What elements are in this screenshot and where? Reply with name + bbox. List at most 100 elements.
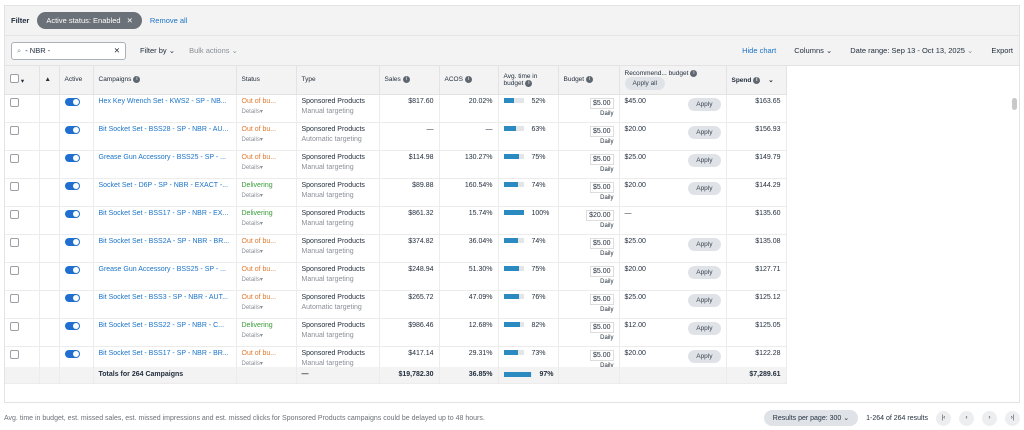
active-toggle[interactable] (64, 237, 80, 246)
row-checkbox[interactable] (10, 181, 19, 191)
header-sales[interactable]: Sales i (379, 66, 440, 95)
header-spend[interactable]: Spend i ⌄ (726, 66, 787, 95)
campaign-link[interactable]: Grease Gun Accessory - BSS25 - SP - ... (98, 265, 226, 273)
budget-input[interactable]: $5.00 (589, 97, 614, 109)
row-select[interactable] (5, 150, 40, 179)
details-dropdown[interactable]: Details▾ (241, 164, 263, 171)
sort-desc-icon[interactable]: ⌄ (768, 76, 774, 84)
search-input[interactable]: ⌕ - NBR - ✕ (11, 41, 126, 60)
filter-by-dropdown[interactable]: Filter by ⌄ (140, 46, 175, 55)
apply-all-button[interactable]: Apply all (624, 76, 666, 90)
row-select[interactable] (5, 122, 40, 151)
budget-input[interactable]: $20.00 (586, 209, 614, 221)
next-page-icon[interactable]: › (982, 410, 997, 426)
row-checkbox[interactable] (10, 209, 19, 219)
campaign-link[interactable]: Hex Key Wrench Set - KWS2 - SP - NB... (98, 97, 227, 105)
search-value[interactable]: - NBR - (25, 46, 51, 55)
bulk-actions-dropdown[interactable]: Bulk actions ⌄ (189, 46, 238, 55)
row-checkbox[interactable] (10, 265, 19, 275)
row-checkbox[interactable] (10, 237, 19, 247)
prev-page-icon[interactable]: ‹ (959, 410, 974, 426)
row-select[interactable] (5, 290, 40, 319)
info-icon[interactable]: i (464, 76, 472, 84)
row-checkbox[interactable] (10, 321, 19, 331)
campaign-link[interactable]: Bit Socket Set - BSS28 - SP - NBR - AU..… (98, 125, 229, 133)
row-select[interactable] (5, 206, 40, 235)
header-active[interactable]: Active (59, 66, 94, 95)
apply-button[interactable]: Apply (688, 125, 721, 139)
apply-button[interactable]: Apply (688, 97, 721, 111)
budget-input[interactable]: $5.00 (589, 181, 614, 193)
select-all-checkbox[interactable] (10, 74, 19, 84)
apply-button[interactable]: Apply (688, 321, 721, 335)
header-recommended[interactable]: Recommend... budget i Apply all (619, 66, 727, 95)
header-acos[interactable]: ACOS i (439, 66, 499, 95)
apply-button[interactable]: Apply (688, 153, 721, 167)
info-icon[interactable]: i (586, 76, 594, 84)
active-toggle[interactable] (64, 209, 80, 218)
info-icon[interactable]: i (753, 76, 761, 84)
apply-button[interactable]: Apply (688, 349, 721, 363)
header-campaigns[interactable]: Campaigns i (93, 66, 237, 95)
info-icon[interactable]: i (133, 76, 141, 84)
header-avg-time[interactable]: Avg. time in budget i (498, 66, 559, 95)
row-select[interactable] (5, 94, 40, 123)
budget-input[interactable]: $5.00 (589, 237, 614, 249)
info-icon[interactable]: i (402, 76, 410, 84)
campaign-link[interactable]: Socket Set - D6P - SP - NBR - EXACT -... (98, 181, 229, 189)
campaign-link[interactable]: Bit Socket Set - BSS17 - SP - NBR - EX..… (98, 209, 229, 217)
details-dropdown[interactable]: Details▾ (241, 220, 263, 227)
apply-button[interactable]: Apply (688, 237, 721, 251)
budget-input[interactable]: $5.00 (589, 321, 614, 333)
details-dropdown[interactable]: Details▾ (241, 332, 263, 339)
budget-input[interactable]: $5.00 (589, 349, 614, 361)
date-range-dropdown[interactable]: Date range: Sep 13 - Oct 13, 2025 ⌄ (850, 46, 973, 55)
close-icon[interactable]: ✕ (126, 16, 133, 25)
details-dropdown[interactable]: Details▾ (241, 360, 263, 367)
campaign-link[interactable]: Bit Socket Set - BSS22 - SP - NBR - C... (98, 321, 225, 329)
active-toggle-cell[interactable] (59, 262, 94, 291)
scrollbar[interactable] (1012, 98, 1017, 110)
info-icon[interactable]: i (690, 69, 698, 77)
clear-icon[interactable]: ✕ (113, 46, 120, 55)
caret-down-icon[interactable]: ▾ (20, 78, 25, 86)
active-toggle-cell[interactable] (59, 318, 94, 347)
campaign-link[interactable]: Bit Socket Set - BSS17 - SP - NBR - BR..… (98, 349, 229, 357)
details-dropdown[interactable]: Details▾ (241, 192, 263, 199)
row-checkbox[interactable] (10, 153, 19, 163)
active-toggle[interactable] (64, 97, 80, 106)
row-select[interactable] (5, 318, 40, 347)
active-toggle-cell[interactable] (59, 122, 94, 151)
active-toggle[interactable] (64, 153, 80, 162)
last-page-icon[interactable]: ›| (1005, 410, 1020, 426)
active-toggle-cell[interactable] (59, 150, 94, 179)
active-toggle-cell[interactable] (59, 290, 94, 319)
active-toggle[interactable] (64, 181, 80, 190)
row-checkbox[interactable] (10, 125, 19, 135)
details-dropdown[interactable]: Details▾ (241, 248, 263, 255)
active-toggle[interactable] (64, 293, 80, 302)
columns-dropdown[interactable]: Columns ⌄ (794, 46, 832, 55)
row-checkbox[interactable] (10, 293, 19, 303)
export-button[interactable]: Export (991, 46, 1013, 55)
active-toggle-cell[interactable] (59, 234, 94, 263)
select-all-header[interactable]: ▾ (5, 66, 40, 95)
active-toggle-cell[interactable] (59, 206, 94, 235)
header-budget[interactable]: Budget i (558, 66, 620, 95)
details-dropdown[interactable]: Details▾ (241, 276, 263, 283)
row-checkbox[interactable] (10, 97, 19, 107)
info-icon[interactable]: i (525, 79, 533, 87)
budget-input[interactable]: $5.00 (589, 293, 614, 305)
row-select[interactable] (5, 234, 40, 263)
remove-all-link[interactable]: Remove all (149, 16, 188, 25)
campaign-link[interactable]: Bit Socket Set - BSS2A - SP - NBR - BR..… (98, 237, 230, 245)
active-toggle-cell[interactable] (59, 94, 94, 123)
active-toggle[interactable] (64, 321, 80, 330)
first-page-icon[interactable]: |‹ (936, 410, 951, 426)
row-select[interactable] (5, 178, 40, 207)
details-dropdown[interactable]: Details▾ (241, 304, 263, 311)
budget-input[interactable]: $5.00 (589, 153, 614, 165)
filter-chip[interactable]: Active status: Enabled ✕ (37, 12, 142, 29)
header-type[interactable]: Type (296, 66, 380, 95)
active-toggle[interactable] (64, 349, 80, 358)
